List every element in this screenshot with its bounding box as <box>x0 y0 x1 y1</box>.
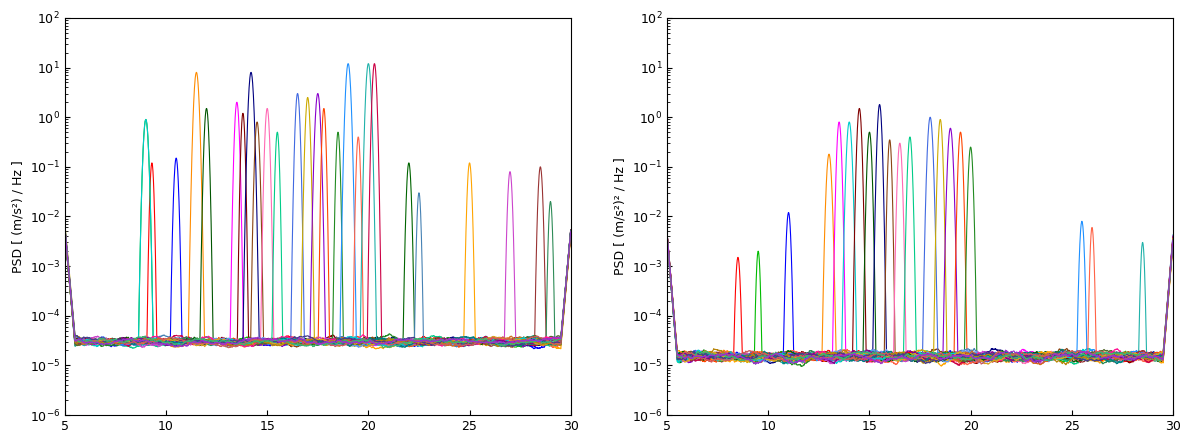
Y-axis label: PSD [ (m/s²)² / Hz ]: PSD [ (m/s²)² / Hz ] <box>614 158 626 275</box>
Y-axis label: PSD [ (m/s²) / Hz ]: PSD [ (m/s²) / Hz ] <box>11 160 24 273</box>
